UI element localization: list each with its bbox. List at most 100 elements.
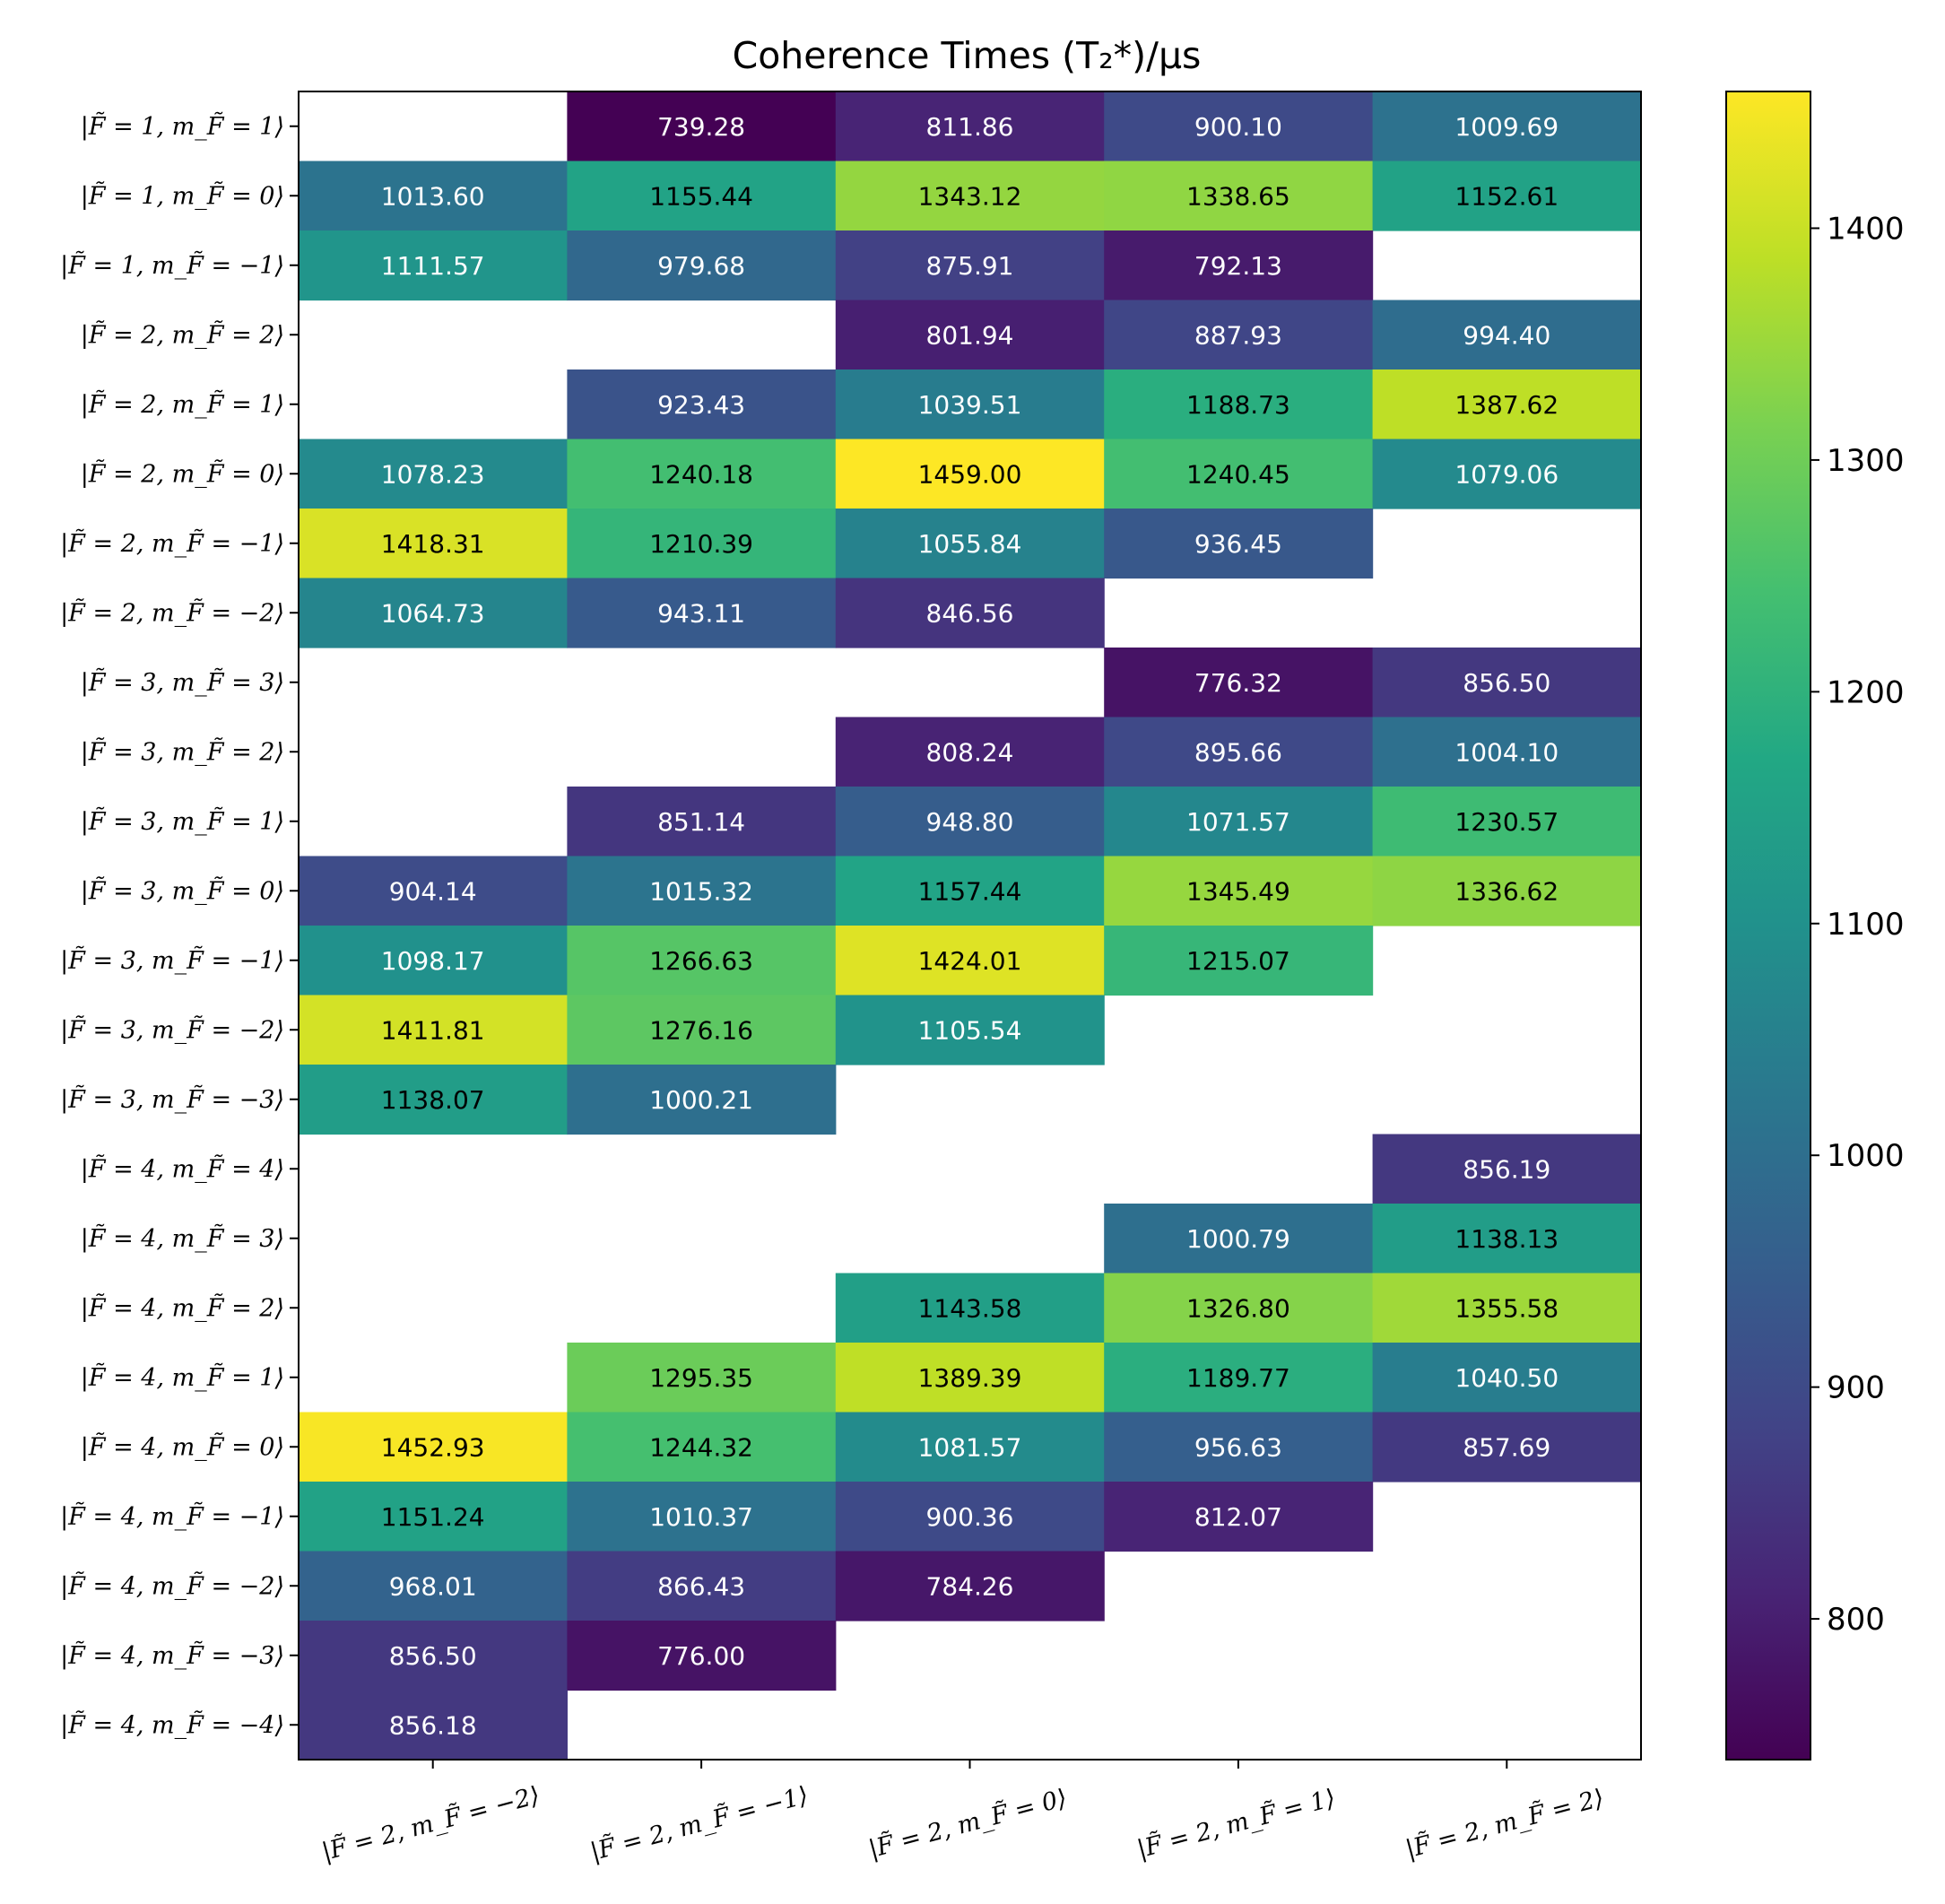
heatmap-cell: [1104, 1273, 1374, 1343]
cell-value-label: 1240.18: [649, 459, 753, 489]
cell-value-label: 1266.63: [649, 946, 753, 976]
cell-value-label: 1210.39: [649, 529, 753, 559]
heatmap-cell: [1372, 369, 1642, 440]
x-tick-label: |F̃ = 2, m_F̃ = 2⟩: [1402, 1783, 1607, 1865]
cell-value-label: 1143.58: [918, 1293, 1022, 1323]
heatmap-cell: [299, 230, 568, 301]
y-tick-label: |F̃ = 2, m_F̃ = −1⟩: [60, 528, 284, 558]
cell-value-label: 1081.57: [918, 1432, 1022, 1462]
y-tick-label: |F̃ = 3, m_F̃ = 0⟩: [81, 875, 284, 905]
heatmap-cell: [567, 1343, 837, 1413]
heatmap-cell: [567, 161, 837, 231]
heatmap-cell: [299, 926, 568, 996]
cell-value-label: 856.19: [1463, 1154, 1550, 1184]
cell-value-label: 1387.62: [1454, 390, 1559, 420]
cell-value-label: 1157.44: [918, 876, 1022, 906]
heatmap-cell: [567, 91, 837, 162]
cell-value-label: 1189.77: [1186, 1363, 1290, 1393]
heatmap-cell: [567, 995, 837, 1065]
y-tick-label: |F̃ = 3, m_F̃ = −2⟩: [60, 1014, 284, 1044]
cell-value-label: 979.68: [657, 251, 745, 281]
cell-value-label: 776.00: [657, 1641, 745, 1671]
heatmap-cell: [1372, 1343, 1642, 1413]
cell-value-label: 857.69: [1463, 1432, 1550, 1462]
colorbar-tick-label: 1200: [1827, 674, 1905, 710]
heatmap-cell: [835, 995, 1105, 1065]
cell-value-label: 1424.01: [918, 946, 1022, 976]
cell-value-label: 956.63: [1194, 1432, 1282, 1462]
cell-value-label: 1004.10: [1454, 737, 1559, 767]
heatmap-cell: [567, 369, 837, 440]
heatmap-cell: [299, 161, 568, 231]
heatmap-cell: [567, 856, 837, 926]
heatmap-cell: [1372, 717, 1642, 787]
chart-title: Coherence Times (T₂*)/μs: [733, 34, 1202, 77]
cell-value-label: 1000.79: [1186, 1224, 1290, 1254]
cell-value-label: 1411.81: [381, 1015, 485, 1045]
heatmap-cell: [835, 787, 1105, 857]
cell-value-label: 1079.06: [1454, 459, 1559, 489]
cell-value-label: 1039.51: [918, 390, 1022, 420]
heatmap-cell: [835, 1343, 1105, 1413]
cell-value-label: 1452.93: [381, 1432, 485, 1462]
cell-value-label: 1240.45: [1186, 459, 1290, 489]
cell-value-label: 900.10: [1194, 112, 1282, 142]
y-tick-label: |F̃ = 4, m_F̃ = 4⟩: [81, 1153, 284, 1183]
heatmap-cell: [1104, 230, 1374, 301]
cell-value-label: 856.50: [1463, 668, 1550, 698]
heatmap-cell: [567, 1621, 837, 1691]
cell-value-label: 1152.61: [1454, 181, 1559, 211]
cell-value-label: 948.80: [926, 807, 1014, 837]
heatmap-cell: [835, 91, 1105, 162]
x-axis: |F̃ = 2, m_F̃ = −2⟩ |F̃ = 2, m_F̃ = −1⟩ |F…: [318, 1760, 1607, 1866]
y-tick-label: |F̃ = 1, m_F̃ = −1⟩: [60, 250, 284, 280]
cell-value-label: 1188.73: [1186, 390, 1290, 420]
cell-value-label: 875.91: [926, 251, 1014, 281]
x-tick-label: |F̃ = 2, m_F̃ = −2⟩: [318, 1780, 543, 1866]
y-tick-label: |F̃ = 3, m_F̃ = 2⟩: [81, 736, 284, 766]
heatmap-cell: [835, 1482, 1105, 1552]
cell-value-label: 1138.13: [1454, 1224, 1559, 1254]
cell-value-label: 851.14: [657, 807, 745, 837]
heatmap-cell: [835, 1273, 1105, 1343]
heatmap-cell: [1104, 300, 1374, 370]
heatmap-cell: [1104, 161, 1374, 231]
heatmap-cell: [567, 509, 837, 579]
cell-value-label: 776.32: [1194, 668, 1282, 698]
cell-value-label: 923.43: [657, 390, 745, 420]
cell-value-label: 994.40: [1463, 320, 1550, 350]
x-tick-label: |F̃ = 2, m_F̃ = 0⟩: [865, 1783, 1070, 1865]
cell-value-label: 811.86: [926, 112, 1014, 142]
heatmap-cell: [1104, 1343, 1374, 1413]
cell-value-label: 895.66: [1194, 737, 1282, 767]
heatmap-cell: [835, 509, 1105, 579]
heatmap-cell: [299, 856, 568, 926]
cell-value-label: 1155.44: [649, 181, 753, 211]
heatmap-cell: [1104, 1482, 1374, 1552]
cell-value-label: 1078.23: [381, 459, 485, 489]
heatmap-cell: [567, 926, 837, 996]
colorbar-tick-label: 1400: [1827, 211, 1905, 247]
heatmap-cell: [567, 439, 837, 509]
cell-value-label: 1151.24: [381, 1502, 485, 1532]
colorbar-tick-label: 1300: [1827, 443, 1905, 479]
heatmap-cell: [835, 1551, 1105, 1621]
y-tick-label: |F̃ = 4, m_F̃ = −1⟩: [60, 1501, 284, 1531]
colorbar-tick-label: 1000: [1827, 1138, 1905, 1174]
heatmap-cell: [567, 1482, 837, 1552]
heatmap-cell: [299, 1482, 568, 1552]
heatmap-cell: [1104, 439, 1374, 509]
heatmap-cell: [1104, 91, 1374, 162]
heatmap-cell: [1104, 787, 1374, 857]
heatmap-cell: [1372, 161, 1642, 231]
y-tick-label: |F̃ = 2, m_F̃ = 2⟩: [81, 319, 284, 349]
y-tick-label: |F̃ = 4, m_F̃ = −2⟩: [60, 1570, 284, 1600]
heatmap-cell: [835, 369, 1105, 440]
heatmap-cell: [299, 578, 568, 648]
heatmap-cell: [299, 1690, 568, 1761]
heatmap-cell: [1372, 787, 1642, 857]
heatmap-cell: [1372, 1412, 1642, 1482]
heatmap-cell: [1372, 856, 1642, 926]
cell-value-label: 1418.31: [381, 529, 485, 559]
x-tick-label: |F̃ = 2, m_F̃ = 1⟩: [1133, 1783, 1338, 1865]
